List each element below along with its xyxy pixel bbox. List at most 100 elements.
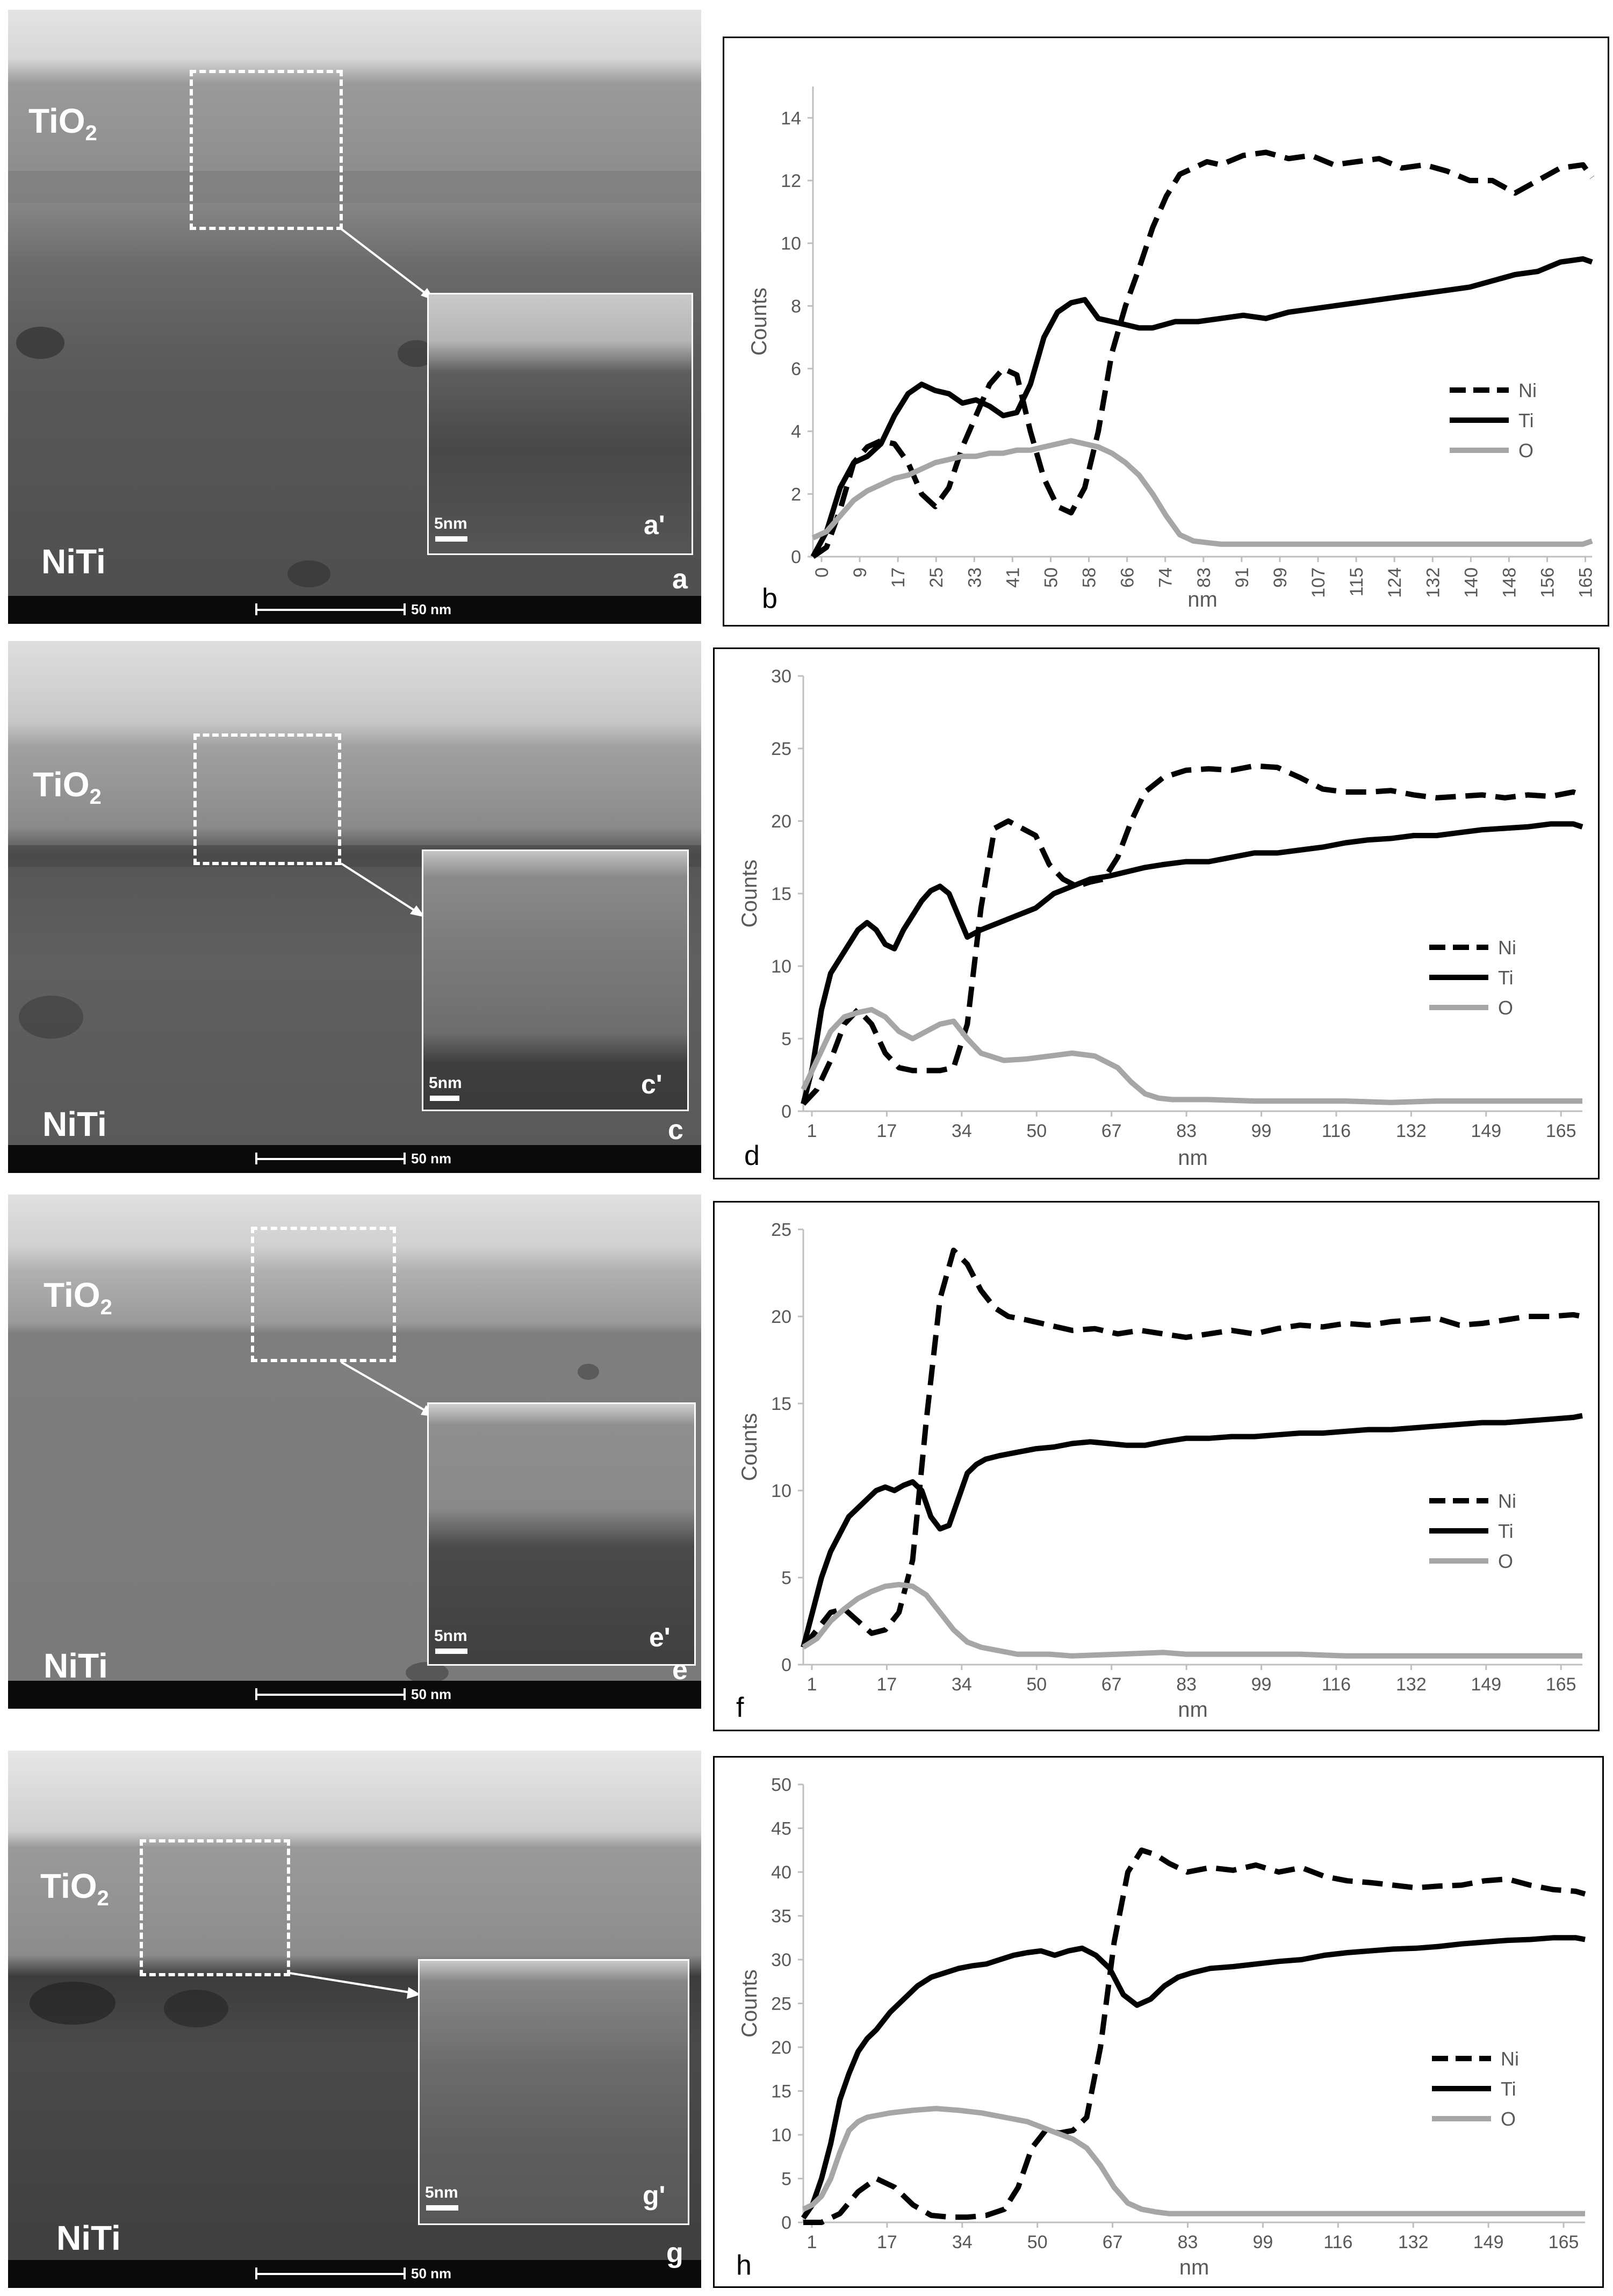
x-tick-label: 1 (807, 1121, 817, 1141)
scale-bar (255, 609, 406, 611)
scale-bar-text: 50 nm (411, 1686, 452, 1702)
x-tick-label: 91 (1232, 567, 1252, 588)
series-line-ti (810, 256, 1593, 558)
series-line-ni (803, 1847, 1586, 2225)
scalebar-strip: 50 nm (8, 1681, 701, 1709)
tem-image-e: TiO2 NiTi 5nm e' 50 nm e (8, 1194, 701, 1709)
y-tick-label: 20 (771, 811, 791, 832)
legend-label-o: O (1501, 2108, 1516, 2130)
y-tick-label: 50 (771, 1775, 791, 1795)
x-tick-label: 124 (1385, 567, 1405, 598)
x-tick-label: 140 (1461, 567, 1481, 598)
series-line-ti (801, 1935, 1586, 2220)
x-tick-label: 25 (926, 567, 947, 588)
y-axis-label: Counts (747, 287, 771, 356)
y-tick-label: 20 (771, 2038, 791, 2058)
x-tick-label: 165 (1546, 1121, 1576, 1141)
x-tick-label: 156 (1537, 567, 1558, 598)
series-line-ni (801, 763, 1583, 1106)
scale-bar-text: 50 nm (411, 2265, 452, 2281)
niti-label: NiTi (42, 1105, 107, 1143)
legend-label-ti: Ti (1518, 409, 1534, 431)
y-tick-label: 10 (771, 1481, 791, 1501)
x-tick-label: 148 (1499, 567, 1520, 598)
y-axis-label: Counts (738, 1413, 761, 1481)
y-tick-label: 2 (791, 484, 801, 505)
inset-image-g-prime: 5nm g' (418, 1959, 689, 2225)
y-tick-label: 25 (771, 739, 791, 759)
inset-scale-text: 5nm (434, 515, 467, 532)
series-line-o (811, 438, 1593, 547)
panel-label: f (736, 1692, 744, 1723)
inset-scale-bar (435, 536, 467, 542)
x-tick-label: 115 (1346, 567, 1367, 596)
x-tick-label: 74 (1156, 567, 1176, 588)
x-tick-label: 107 (1308, 567, 1329, 598)
x-tick-label: 165 (1549, 2232, 1579, 2252)
legend-label-ti: Ti (1498, 1520, 1514, 1542)
y-tick-label: 20 (771, 1307, 791, 1327)
y-tick-label: 15 (771, 884, 791, 904)
tem-image-a: TiO2 NiTi 5nm a' 50 nm a (8, 10, 701, 624)
x-tick-label: 67 (1101, 1121, 1122, 1141)
chart-f: 0 5 10 15 20 25 1 17 34 50 67 83 99 116 132 149 165 nm Cou… (713, 1201, 1600, 1731)
series-line-o (802, 2106, 1585, 2216)
y-tick-label: 6 (791, 359, 801, 379)
line-chart-f: 0 5 10 15 20 25 1 17 34 50 67 83 99 116 132 149 165 nm Cou… (736, 1220, 1583, 1723)
tio2-label: TiO2 (40, 1867, 109, 1910)
y-tick-label: 35 (771, 1906, 791, 1927)
panel-label: b (762, 583, 777, 614)
x-axis-label: nm (1178, 1698, 1208, 1722)
x-tick-label: 116 (1322, 1674, 1351, 1695)
x-tick-label: 83 (1178, 2232, 1198, 2252)
x-tick-label: 132 (1396, 1674, 1427, 1695)
legend-label-o: O (1518, 440, 1533, 462)
inset-panel-label: e' (649, 1622, 671, 1652)
y-tick-label: 0 (781, 1102, 791, 1122)
x-tick-label: 17 (877, 1674, 897, 1695)
legend-label-o: O (1498, 997, 1513, 1019)
scale-bar (255, 1694, 406, 1696)
x-tick-label: 99 (1253, 2232, 1273, 2252)
x-tick-label: 17 (888, 567, 909, 588)
legend-label-o: O (1498, 1550, 1513, 1572)
inset-scale-bar (430, 1096, 459, 1101)
x-tick-label: 34 (952, 1121, 972, 1141)
scale-bar-tick (255, 603, 257, 615)
x-tick-label: 17 (877, 1121, 897, 1141)
line-chart-d: 0 5 10 15 20 25 30 1 17 34 50 67 83 99 116 132 149 165 nm C… (738, 666, 1583, 1171)
chart-b: 0 2 4 6 8 10 12 14 0 9 17 25 33 41 50 58 66 74 83 91 99 107 11… (723, 37, 1609, 627)
x-tick-label: 83 (1176, 1121, 1197, 1141)
x-tick-label: 50 (1026, 1674, 1047, 1695)
panel-label: c (668, 1114, 683, 1146)
y-tick-label: 5 (781, 1568, 791, 1588)
x-tick-label: 58 (1079, 567, 1100, 588)
x-tick-label: 67 (1101, 1674, 1122, 1695)
x-tick-label: 67 (1103, 2232, 1123, 2252)
y-tick-label: 8 (791, 296, 801, 316)
series-line-ni (811, 149, 1595, 559)
legend-label-ti: Ti (1501, 2078, 1516, 2100)
panel-label: a (672, 564, 688, 595)
x-tick-label: 1 (807, 1674, 817, 1695)
y-tick-label: 0 (781, 2213, 791, 2233)
y-tick-label: 0 (791, 547, 801, 567)
y-tick-label: 5 (781, 1029, 791, 1049)
y-tick-label: 30 (771, 1950, 791, 1970)
y-tick-label: 40 (771, 1862, 791, 1883)
niti-label: NiTi (44, 1646, 108, 1685)
tio2-label: TiO2 (28, 102, 97, 145)
inset-panel-label: a' (644, 510, 665, 540)
inset-panel-label: g' (643, 2180, 666, 2211)
inset-scale-text: 5nm (429, 1074, 462, 1092)
scale-bar-tick (404, 603, 406, 615)
x-tick-label: 83 (1194, 567, 1214, 588)
tem-image-g: TiO2 NiTi 5nm g' 50 nm g (8, 1751, 701, 2288)
scalebar-strip: 50 nm (8, 2260, 701, 2288)
scale-bar-tick (255, 2268, 257, 2279)
y-tick-label: 10 (781, 234, 801, 254)
roi-box (190, 70, 343, 230)
x-tick-label: 165 (1546, 1674, 1576, 1695)
x-tick-label: 50 (1041, 567, 1061, 588)
x-tick-label: 17 (877, 2232, 897, 2252)
